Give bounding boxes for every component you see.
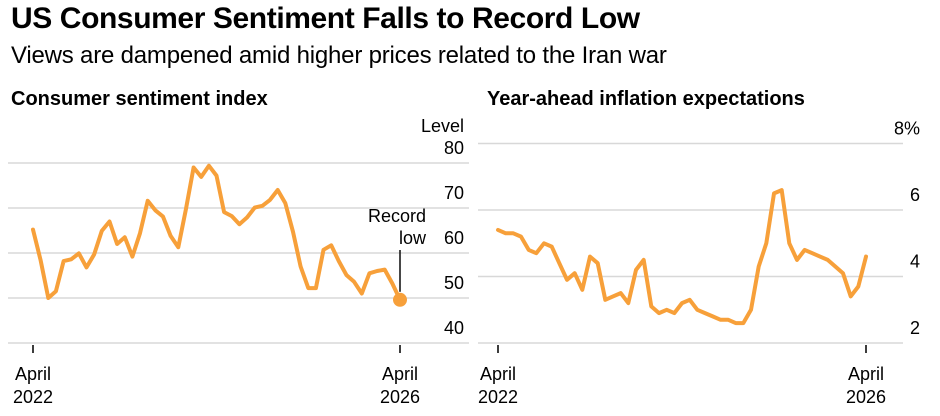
y-tick-label-4: 4	[910, 252, 920, 272]
inflation-expectations-chart: 2 4 6 8% April 2022 April 2026	[478, 119, 920, 408]
y-tick-label-50: 50	[444, 273, 464, 293]
chart-title-inflation-expectations: Year-ahead inflation expectations	[487, 88, 805, 110]
x-tick-label: 2026	[846, 387, 886, 407]
consumer-sentiment-line	[31, 163, 402, 302]
y-axis-title: Level	[421, 116, 464, 136]
y-tick-label-8: 8%	[894, 119, 920, 139]
x-tick-label: April	[15, 364, 51, 384]
record-low-label-line1: Record	[368, 206, 426, 226]
x-tick-label: April	[848, 364, 884, 384]
y-tick-label-6: 6	[910, 185, 920, 205]
y-tick-label-80: 80	[444, 138, 464, 158]
x-tick-label: April	[480, 364, 516, 384]
y-tick-label-2: 2	[910, 318, 920, 338]
y-tick-label-70: 70	[444, 183, 464, 203]
x-tick-label: 2026	[380, 387, 420, 407]
x-tick-label: April	[382, 364, 418, 384]
x-tick-label: 2022	[13, 387, 53, 407]
inflation-expectations-line	[496, 188, 868, 326]
record-low-label-line2: low	[399, 228, 427, 248]
record-low-dot	[393, 292, 407, 307]
y-tick-label-60: 60	[444, 228, 464, 248]
x-tick-label: 2022	[478, 387, 518, 407]
chart-title-consumer-sentiment: Consumer sentiment index	[11, 88, 268, 110]
y-tick-label-40: 40	[444, 318, 464, 338]
page-title: US Consumer Sentiment Falls to Record Lo…	[11, 2, 640, 35]
page-subtitle: Views are dampened amid higher prices re…	[11, 42, 667, 69]
